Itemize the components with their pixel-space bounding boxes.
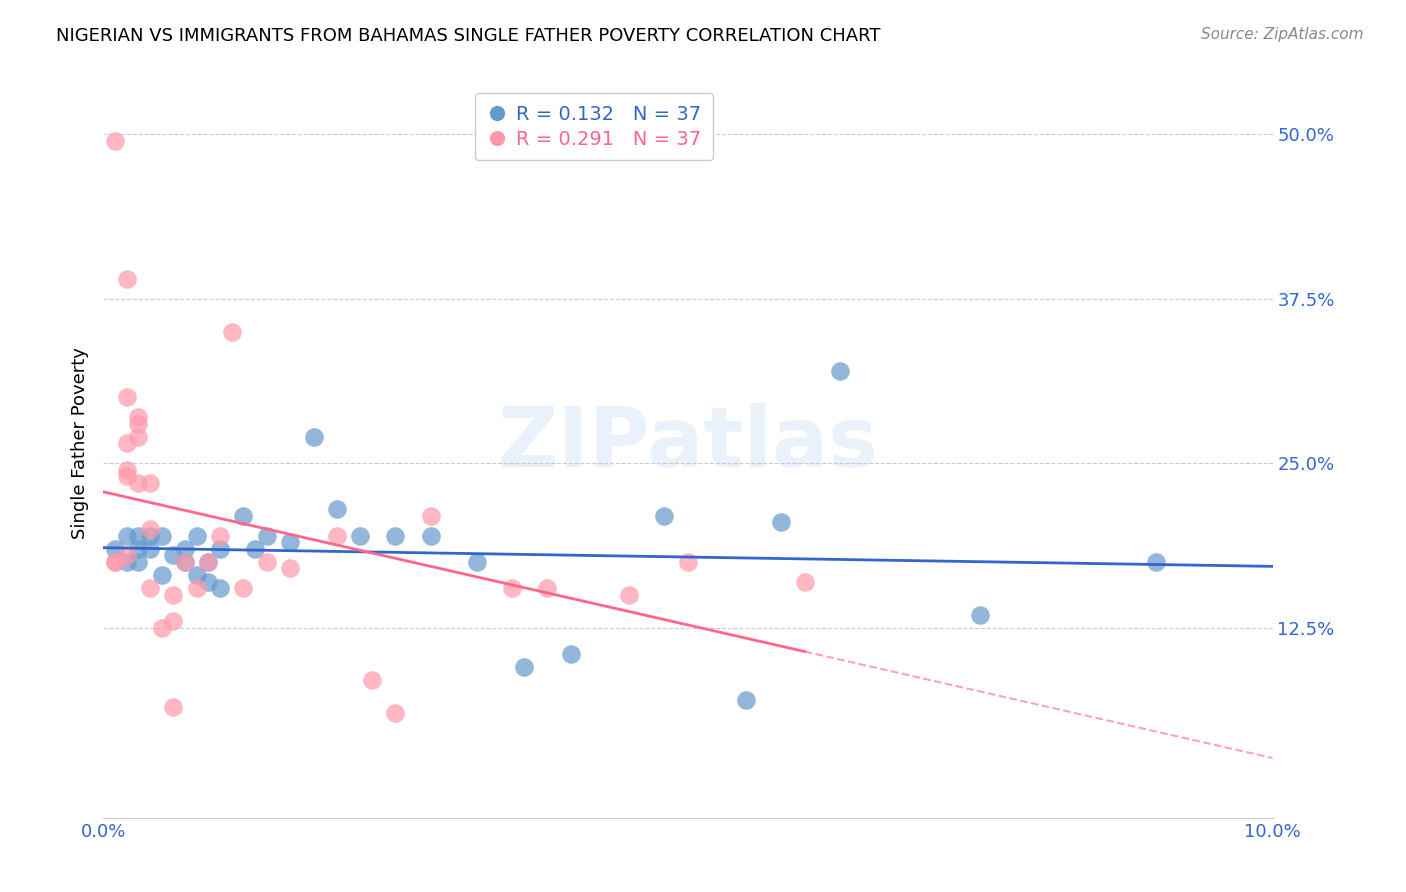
Point [162, 699, 184, 714]
Point [115, 555, 138, 569]
Point [256, 528, 278, 542]
Point [162, 614, 184, 628]
Point [209, 541, 232, 556]
Point [115, 463, 138, 477]
Point [465, 555, 488, 569]
Point [536, 581, 558, 595]
Point [1144, 555, 1167, 569]
Point [115, 549, 138, 563]
Point [115, 391, 138, 405]
Point [139, 581, 162, 595]
Point [513, 660, 536, 674]
Point [150, 621, 173, 635]
Point [139, 522, 162, 536]
Point [174, 541, 197, 556]
Point [162, 588, 184, 602]
Y-axis label: Single Father Poverty: Single Father Poverty [72, 348, 89, 540]
Point [139, 475, 162, 490]
Point [654, 508, 676, 523]
Point [127, 555, 149, 569]
Text: NIGERIAN VS IMMIGRANTS FROM BAHAMAS SINGLE FATHER POVERTY CORRELATION CHART: NIGERIAN VS IMMIGRANTS FROM BAHAMAS SING… [56, 27, 880, 45]
Point [115, 469, 138, 483]
Point [384, 528, 406, 542]
Point [278, 561, 301, 575]
Point [256, 555, 278, 569]
Point [419, 508, 441, 523]
Point [793, 574, 815, 589]
Point [770, 516, 793, 530]
Point [676, 555, 699, 569]
Point [104, 541, 127, 556]
Point [560, 647, 582, 661]
Point [186, 568, 208, 582]
Point [619, 588, 641, 602]
Point [127, 475, 149, 490]
Point [127, 528, 149, 542]
Point [115, 528, 138, 542]
Point [278, 535, 301, 549]
Point [186, 581, 208, 595]
Point [969, 607, 991, 622]
Point [209, 528, 232, 542]
Point [162, 549, 184, 563]
Point [115, 436, 138, 450]
Point [127, 430, 149, 444]
Point [326, 502, 349, 516]
Point [127, 541, 149, 556]
Point [115, 272, 138, 286]
Legend: R = 0.132   N = 37, R = 0.291   N = 37: R = 0.132 N = 37, R = 0.291 N = 37 [475, 94, 713, 161]
Point [197, 555, 219, 569]
Point [174, 555, 197, 569]
Point [150, 528, 173, 542]
Point [104, 555, 127, 569]
Point [127, 417, 149, 431]
Point [127, 410, 149, 425]
Point [361, 673, 384, 688]
Text: Source: ZipAtlas.com: Source: ZipAtlas.com [1201, 27, 1364, 42]
Point [326, 528, 349, 542]
Point [139, 541, 162, 556]
Point [150, 568, 173, 582]
Point [139, 528, 162, 542]
Point [302, 430, 325, 444]
Point [186, 528, 208, 542]
Point [104, 134, 127, 148]
Point [232, 508, 254, 523]
Point [349, 528, 371, 542]
Point [735, 693, 758, 707]
Point [197, 574, 219, 589]
Point [221, 325, 243, 339]
Point [232, 581, 254, 595]
Point [384, 706, 406, 721]
Text: ZIPatlas: ZIPatlas [498, 403, 879, 484]
Point [104, 555, 127, 569]
Point [209, 581, 232, 595]
Point [243, 541, 266, 556]
Point [197, 555, 219, 569]
Point [419, 528, 441, 542]
Point [828, 364, 851, 378]
Point [501, 581, 523, 595]
Point [174, 555, 197, 569]
